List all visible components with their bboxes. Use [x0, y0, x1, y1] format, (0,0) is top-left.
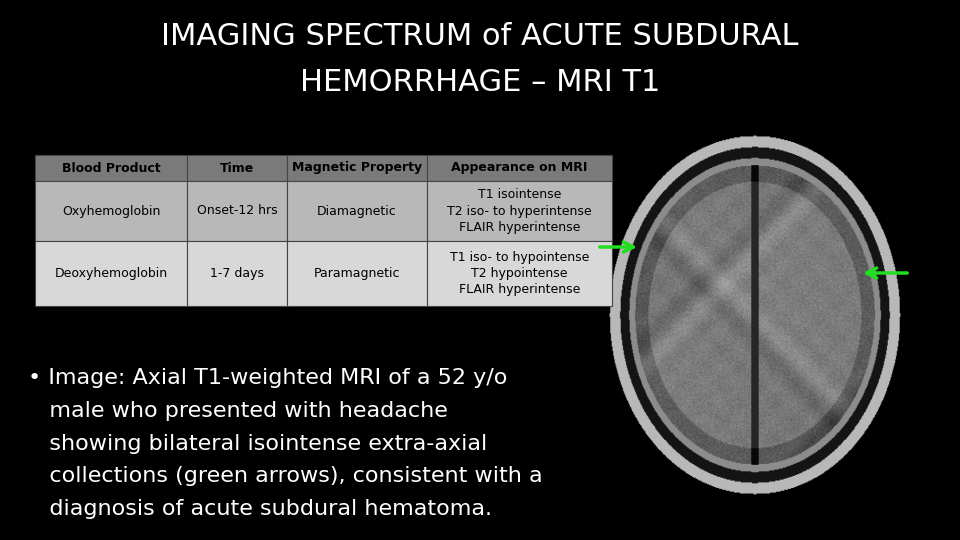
Text: Deoxyhemoglobin: Deoxyhemoglobin — [55, 267, 168, 280]
Bar — [427, 181, 612, 241]
Bar — [287, 181, 427, 241]
Text: Magnetic Property: Magnetic Property — [292, 161, 422, 174]
Text: IMAGING SPECTRUM of ACUTE SUBDURAL: IMAGING SPECTRUM of ACUTE SUBDURAL — [161, 22, 799, 51]
Text: collections (green arrows), consistent with a: collections (green arrows), consistent w… — [28, 467, 542, 487]
Text: HEMORRHAGE – MRI T1: HEMORRHAGE – MRI T1 — [300, 68, 660, 97]
Bar — [35, 241, 187, 306]
Bar — [427, 155, 612, 181]
Text: T1 isointense
T2 iso- to hyperintense
FLAIR hyperintense: T1 isointense T2 iso- to hyperintense FL… — [447, 188, 591, 233]
Bar — [35, 181, 187, 241]
Text: Diamagnetic: Diamagnetic — [317, 205, 396, 218]
Text: showing bilateral isointense extra-axial: showing bilateral isointense extra-axial — [28, 434, 488, 454]
Text: male who presented with headache: male who presented with headache — [28, 401, 448, 421]
Text: Oxyhemoglobin: Oxyhemoglobin — [61, 205, 160, 218]
Bar — [187, 241, 287, 306]
Bar — [187, 181, 287, 241]
Bar — [287, 155, 427, 181]
Bar — [427, 241, 612, 306]
Text: • Image: Axial T1-weighted MRI of a 52 y/o: • Image: Axial T1-weighted MRI of a 52 y… — [28, 368, 508, 388]
Text: diagnosis of acute subdural hematoma.: diagnosis of acute subdural hematoma. — [28, 499, 492, 519]
Text: Time: Time — [220, 161, 254, 174]
Text: Paramagnetic: Paramagnetic — [314, 267, 400, 280]
Bar — [287, 241, 427, 306]
Text: Blood Product: Blood Product — [61, 161, 160, 174]
Bar — [35, 155, 187, 181]
Text: T1 iso- to hypointense
T2 hypointense
FLAIR hyperintense: T1 iso- to hypointense T2 hypointense FL… — [450, 251, 589, 296]
Text: Appearance on MRI: Appearance on MRI — [451, 161, 588, 174]
Bar — [187, 155, 287, 181]
Text: 1-7 days: 1-7 days — [210, 267, 264, 280]
Text: Onset-12 hrs: Onset-12 hrs — [197, 205, 277, 218]
